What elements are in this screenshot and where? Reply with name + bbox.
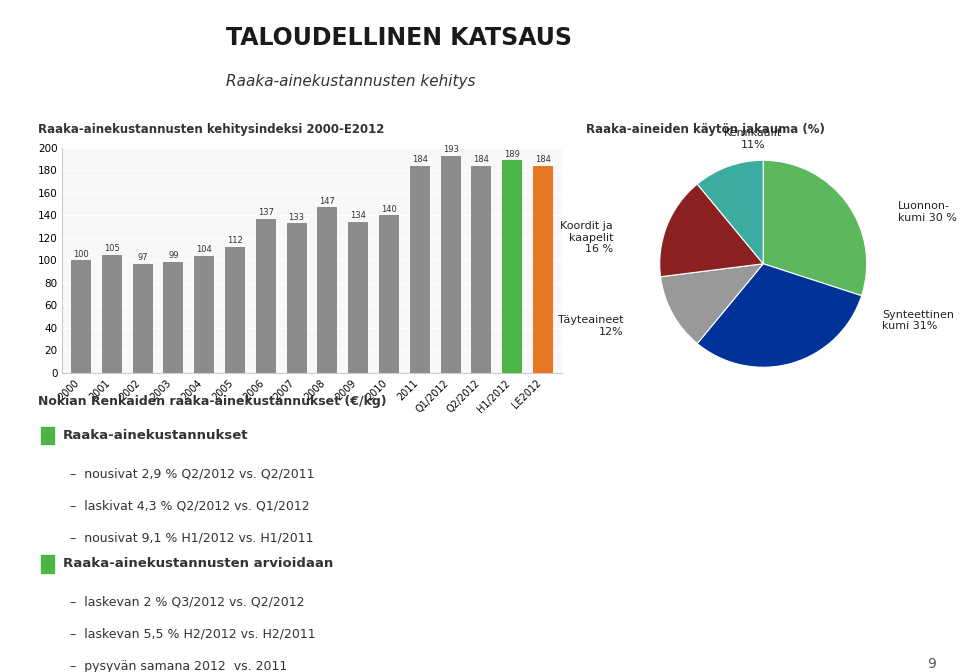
Text: Luonnon-
kumi 30 %: Luonnon- kumi 30 % [898,201,956,223]
Text: RENKAAT: RENKAAT [45,72,161,91]
Bar [502,160,522,373]
Text: 97: 97 [137,253,148,262]
Text: 134: 134 [350,212,366,220]
Text: 105: 105 [104,244,120,253]
Bar [163,261,183,373]
Text: –  laskevan 2 % Q3/2012 vs. Q2/2012: – laskevan 2 % Q3/2012 vs. Q2/2012 [70,595,304,608]
Text: Raaka-ainekustannukset: Raaka-ainekustannukset [62,429,248,442]
Text: Nokian Renkaiden raaka-ainekustannukset (€/kg): Nokian Renkaiden raaka-ainekustannukset … [38,395,387,408]
Text: 189: 189 [504,150,520,159]
Wedge shape [697,264,862,367]
Text: 9: 9 [927,657,936,671]
Text: 184: 184 [473,155,490,164]
Bar [348,222,369,373]
Bar [255,219,276,373]
Bar [225,247,245,373]
Bar [132,264,153,373]
Text: nokian: nokian [63,31,143,51]
Text: Koordit ja
kaapelit
16 %: Koordit ja kaapelit 16 % [561,221,613,255]
Bar [71,260,91,373]
Bar [194,256,214,373]
Bar [287,223,306,373]
Bar [41,555,54,573]
Text: –  pysyvän samana 2012  vs. 2011: – pysyvän samana 2012 vs. 2011 [70,660,287,672]
Text: –  laskivat 4,3 % Q2/2012 vs. Q1/2012: – laskivat 4,3 % Q2/2012 vs. Q1/2012 [70,500,310,513]
Text: Raaka-ainekustannusten kehitys: Raaka-ainekustannusten kehitys [226,74,475,89]
Text: Raaka-ainekustannusten arvioidaan: Raaka-ainekustannusten arvioidaan [62,557,333,571]
Text: –  laskevan 5,5 % H2/2012 vs. H2/2011: – laskevan 5,5 % H2/2012 vs. H2/2011 [70,628,316,640]
Text: Täyteaineet
12%: Täyteaineet 12% [558,315,623,337]
Text: 193: 193 [443,145,459,154]
Wedge shape [660,264,763,343]
Text: 133: 133 [289,212,304,222]
Text: 140: 140 [381,205,396,214]
Bar [379,216,399,373]
Text: –  nousivat 9,1 % H1/2012 vs. H1/2011: – nousivat 9,1 % H1/2012 vs. H1/2011 [70,532,314,545]
Text: ®: ® [158,25,168,35]
Wedge shape [763,161,867,296]
Bar [318,208,337,373]
Bar [410,166,430,373]
Text: Raaka-ainekustannusten kehitysindeksi 2000-E2012: Raaka-ainekustannusten kehitysindeksi 20… [38,123,385,136]
Text: 112: 112 [228,236,243,245]
Bar [41,427,54,444]
Text: 100: 100 [73,250,88,259]
Text: 184: 184 [412,155,428,164]
Bar [471,166,492,373]
Bar [533,166,553,373]
Bar [102,255,122,373]
Text: 99: 99 [168,251,179,260]
Wedge shape [697,160,763,264]
Text: TALOUDELLINEN KATSAUS: TALOUDELLINEN KATSAUS [226,26,572,50]
Bar [441,156,461,373]
Text: Kemikaalit
11%: Kemikaalit 11% [724,128,782,150]
Text: 184: 184 [535,155,551,164]
Text: –  nousivat 2,9 % Q2/2012 vs. Q2/2011: – nousivat 2,9 % Q2/2012 vs. Q2/2011 [70,467,315,480]
Text: Synteettinen
kumi 31%: Synteettinen kumi 31% [882,310,954,331]
Text: 137: 137 [258,208,274,217]
Text: Raaka-aineiden käytön jakauma (%): Raaka-aineiden käytön jakauma (%) [586,123,825,136]
Text: 147: 147 [320,197,335,206]
Wedge shape [660,184,763,277]
Text: 104: 104 [196,245,212,254]
